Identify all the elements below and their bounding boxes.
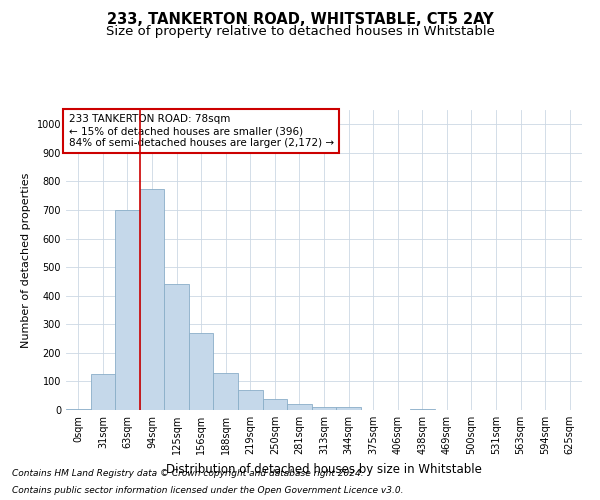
Bar <box>66 408 91 410</box>
Bar <box>312 407 336 410</box>
Bar <box>336 407 361 410</box>
Text: 233 TANKERTON ROAD: 78sqm
← 15% of detached houses are smaller (396)
84% of semi: 233 TANKERTON ROAD: 78sqm ← 15% of detac… <box>68 114 334 148</box>
Bar <box>164 284 189 410</box>
Bar <box>115 210 140 410</box>
Text: 233, TANKERTON ROAD, WHITSTABLE, CT5 2AY: 233, TANKERTON ROAD, WHITSTABLE, CT5 2AY <box>107 12 493 28</box>
Text: Contains HM Land Registry data © Crown copyright and database right 2024.: Contains HM Land Registry data © Crown c… <box>12 468 364 477</box>
X-axis label: Distribution of detached houses by size in Whitstable: Distribution of detached houses by size … <box>166 462 482 475</box>
Bar <box>410 408 434 410</box>
Bar <box>238 390 263 410</box>
Bar <box>91 374 115 410</box>
Text: Contains public sector information licensed under the Open Government Licence v3: Contains public sector information licen… <box>12 486 404 495</box>
Bar <box>189 333 214 410</box>
Bar <box>263 399 287 410</box>
Bar <box>214 373 238 410</box>
Bar <box>140 188 164 410</box>
Text: Size of property relative to detached houses in Whitstable: Size of property relative to detached ho… <box>106 25 494 38</box>
Bar <box>287 404 312 410</box>
Y-axis label: Number of detached properties: Number of detached properties <box>21 172 31 348</box>
